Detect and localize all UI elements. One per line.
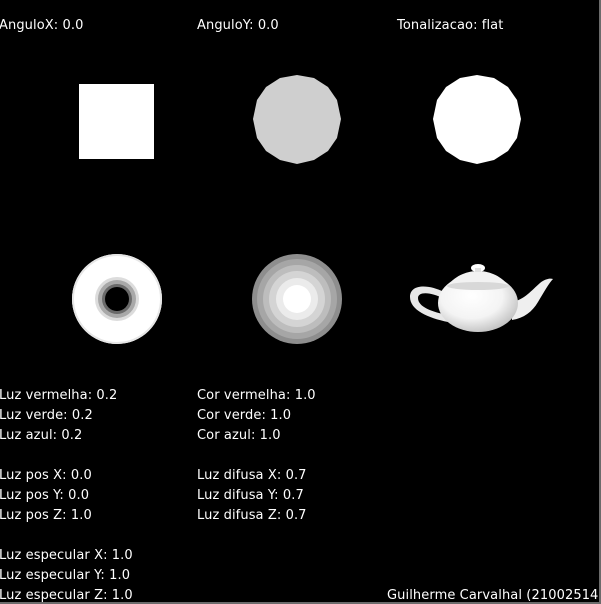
- luz-pos-y-label: Luz pos Y: 0.0: [0, 488, 90, 503]
- credits-label: Guilherme Carvalhal (21002514): [387, 588, 601, 603]
- luz-vermelha-label: Luz vermelha: 0.2: [0, 388, 118, 403]
- torus-icon: [72, 254, 162, 344]
- luz-especular-y-label: Luz especular Y: 1.0: [0, 568, 131, 583]
- angulo-y-label: AnguloY: 0.0: [197, 18, 279, 33]
- sphere-icon: [433, 75, 521, 164]
- luz-pos-x-label: Luz pos X: 0.0: [0, 468, 92, 483]
- sphere-icon: [253, 75, 341, 164]
- cor-vermelha-label: Cor vermelha: 1.0: [197, 388, 316, 403]
- cube-icon: [79, 84, 154, 159]
- teapot-icon: [410, 264, 553, 332]
- luz-difusa-z-label: Luz difusa Z: 0.7: [197, 508, 307, 523]
- cor-verde-label: Cor verde: 1.0: [197, 408, 292, 423]
- cor-azul-label: Cor azul: 1.0: [197, 428, 281, 443]
- luz-especular-x-label: Luz especular X: 1.0: [0, 548, 133, 563]
- angulo-x-label: AnguloX: 0.0: [0, 18, 84, 33]
- tonalizacao-label: Tonalizacao: flat: [397, 18, 504, 33]
- luz-especular-z-label: Luz especular Z: 1.0: [0, 588, 133, 603]
- luz-difusa-x-label: Luz difusa X: 0.7: [197, 468, 307, 483]
- sphere-icon: [252, 254, 342, 344]
- window-border-right: [599, 0, 601, 604]
- window-border-bottom: [0, 602, 601, 604]
- luz-difusa-y-label: Luz difusa Y: 0.7: [197, 488, 304, 503]
- luz-verde-label: Luz verde: 0.2: [0, 408, 93, 423]
- luz-pos-z-label: Luz pos Z: 1.0: [0, 508, 92, 523]
- luz-azul-label: Luz azul: 0.2: [0, 428, 83, 443]
